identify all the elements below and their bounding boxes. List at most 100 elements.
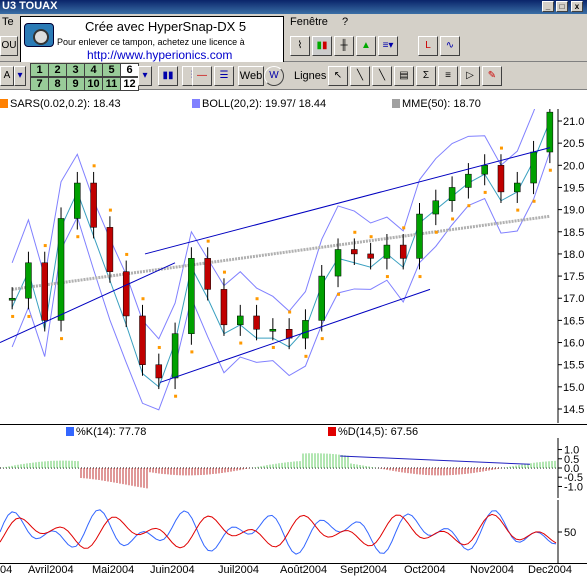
price-panel[interactable]: SARS(0.02,0.2): 18.43 BOLL(20,2): 19.97/…: [0, 97, 587, 423]
sar-dot: [206, 239, 210, 243]
candle-body: [269, 328, 277, 332]
text-tool-icon[interactable]: ▤: [394, 66, 414, 86]
menu-item-te[interactable]: Te: [2, 16, 14, 28]
candle-body: [155, 364, 163, 379]
period-button-3[interactable]: 3: [66, 63, 85, 77]
stochastic-chart[interactable]: 50: [0, 500, 587, 564]
period-button-7[interactable]: 7: [30, 77, 49, 91]
dropdown-arrow-icon[interactable]: ▾: [14, 66, 26, 86]
period-button-8[interactable]: 8: [48, 77, 67, 91]
date-label: Juil2004: [218, 564, 259, 576]
candle-body: [416, 213, 423, 259]
price-tick-label: 15.0: [563, 382, 584, 394]
sar-dot: [255, 297, 259, 301]
osc-tick-label: 0.0: [564, 463, 579, 475]
toolbar-ou[interactable]: OU: [0, 36, 18, 56]
sar-dot: [125, 252, 129, 256]
candle-body: [318, 275, 325, 321]
sar-dot: [483, 190, 487, 194]
hlines-tool-icon[interactable]: ≡: [438, 66, 458, 86]
candle-chart-button[interactable]: ▮▮: [312, 36, 332, 56]
period-button-10[interactable]: 10: [84, 77, 103, 91]
candle-body: [546, 111, 554, 153]
date-axis: 04 Avril2004 Mai2004 Juin2004 Juil2004 Août20…: [0, 563, 587, 576]
period-button-11[interactable]: 11: [102, 77, 121, 91]
sar-dot: [467, 204, 471, 208]
osc-tick-label: 0.5: [564, 454, 579, 466]
price-tick-label: 20.5: [563, 138, 584, 150]
candle-body: [302, 320, 309, 339]
menu-item-fenetre[interactable]: Fenêtre: [290, 16, 328, 28]
sar-dot: [337, 292, 341, 296]
price-tick-label: 14.5: [563, 404, 584, 416]
sar-dot: [141, 297, 145, 301]
maximize-button[interactable]: □: [556, 1, 568, 12]
sar-dot: [60, 337, 64, 341]
period-button-1[interactable]: 1: [30, 63, 49, 77]
cursor-tool-icon[interactable]: ↖: [328, 66, 348, 86]
period-dropdown-icon[interactable]: ▾: [138, 66, 152, 86]
stoch-tick-label: 50: [564, 527, 576, 539]
trend-line-lower: [159, 288, 431, 383]
hypersnap-stamp: Crée avec HyperSnap-DX 5 Pour enlever ce…: [20, 16, 284, 64]
period-button-2[interactable]: 2: [48, 63, 67, 77]
price-tick-label: 20.0: [563, 160, 584, 172]
arrow-tool-icon[interactable]: ▷: [460, 66, 480, 86]
line-chart-button[interactable]: ⌇: [290, 36, 310, 56]
price-chart[interactable]: 21.0 20.5 20.0 19.5 19.0 18.5 18.0 17.5 17.0 16.5…: [0, 109, 587, 423]
price-tick-label: 18.5: [563, 227, 584, 239]
area-chart-button[interactable]: ▲: [356, 36, 376, 56]
candle-body: [432, 200, 440, 215]
minimize-button[interactable]: _: [542, 1, 554, 12]
stoch-legend-bar: %K(14): 77.78 %D(14,5): 67.56: [0, 424, 587, 438]
hline-icon[interactable]: —: [192, 66, 212, 86]
boll-upper-band: [11, 109, 536, 340]
chart-type-button[interactable]: ∿: [440, 36, 460, 56]
candle-body: [122, 271, 130, 317]
osc-tick-label: -1.0: [564, 481, 583, 493]
sar-dot: [304, 354, 308, 358]
oscillator-chart[interactable]: 1.00.50.0-0.5-1.0: [0, 438, 587, 498]
sar-dot: [108, 208, 112, 212]
stamp-link[interactable]: http://www.hyperionics.com: [87, 48, 233, 62]
web-w-icon[interactable]: W: [264, 66, 284, 86]
toolbar-a[interactable]: A: [0, 66, 14, 86]
candle-body: [481, 165, 488, 175]
osc-divergence-line: [339, 455, 531, 465]
price-tick-label: 16.0: [563, 338, 584, 350]
legend-sars: SARS(0.02,0.2): 18.43: [0, 98, 121, 110]
line-tool-icon[interactable]: ╲: [350, 66, 370, 86]
web-button[interactable]: Web: [238, 66, 264, 86]
scale-button[interactable]: L: [418, 36, 438, 56]
date-label: Sept2004: [340, 564, 388, 576]
period-button-9[interactable]: 9: [66, 77, 85, 91]
legend-mme: MME(50): 18.70: [392, 98, 481, 110]
candle-body: [188, 258, 195, 334]
candle-body: [399, 244, 407, 259]
candle-body: [237, 315, 244, 326]
sar-dot: [43, 244, 47, 248]
line2-tool-icon[interactable]: ╲: [372, 66, 392, 86]
boll-middle-band: [11, 120, 551, 388]
menu-item-help[interactable]: ?: [342, 16, 349, 28]
candle-body: [253, 315, 260, 330]
period-button-4[interactable]: 4: [84, 63, 103, 77]
bar-chart-button[interactable]: ╫: [334, 36, 354, 56]
legend-d: %D(14,5): 67.56: [328, 426, 418, 438]
date-label: 04: [0, 564, 13, 576]
sar-dot: [320, 337, 324, 341]
period-button-6[interactable]: 6: [120, 63, 139, 77]
sar-dot: [76, 235, 80, 239]
fibo-tool-icon[interactable]: Σ: [416, 66, 436, 86]
close-button[interactable]: x: [571, 1, 583, 12]
window-title: U3 TOUAX: [2, 0, 58, 12]
list-icon[interactable]: ☰: [214, 66, 234, 86]
eraser-icon[interactable]: ✎: [482, 66, 502, 86]
period-button-5[interactable]: 5: [102, 63, 121, 77]
volume-icon[interactable]: ▮▮: [158, 66, 178, 86]
period-button-12[interactable]: 12: [120, 77, 139, 91]
candle-body: [57, 218, 65, 321]
sar-dot: [369, 235, 373, 239]
sar-dot: [92, 164, 96, 168]
style-menu-button[interactable]: ≡▾: [378, 36, 398, 56]
